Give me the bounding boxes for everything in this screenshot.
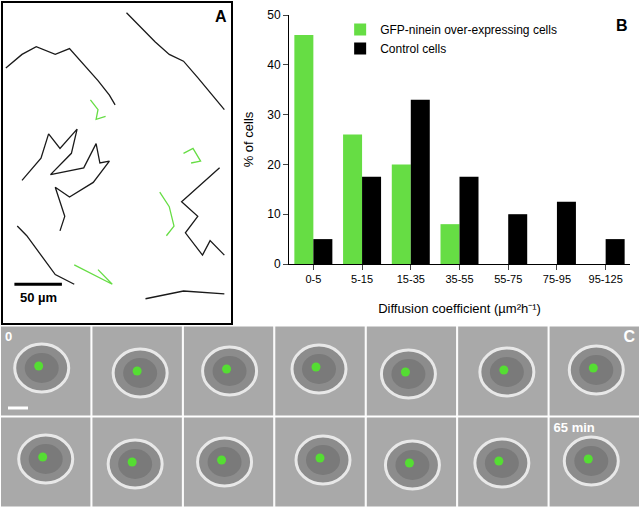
svg-text:0-5: 0-5: [305, 273, 321, 285]
svg-text:20: 20: [267, 158, 281, 172]
svg-text:0: 0: [5, 329, 12, 344]
svg-text:50: 50: [267, 8, 281, 22]
svg-text:C: C: [623, 328, 635, 345]
svg-text:65 min: 65 min: [554, 420, 595, 435]
svg-text:5-15: 5-15: [351, 273, 373, 285]
svg-text:A: A: [215, 8, 227, 25]
svg-text:0: 0: [274, 257, 281, 271]
svg-text:30: 30: [267, 108, 281, 122]
svg-text:10: 10: [267, 207, 281, 221]
svg-text:B: B: [616, 17, 628, 34]
svg-text:95-125: 95-125: [589, 273, 623, 285]
svg-text:Control cells: Control cells: [380, 42, 446, 56]
svg-text:% of cells: % of cells: [241, 111, 256, 167]
svg-text:40: 40: [267, 58, 281, 72]
svg-text:Diffusion coefficient (µm²h⁻¹): Diffusion coefficient (µm²h⁻¹): [378, 301, 541, 316]
svg-text:GFP-ninein over-expressing cel: GFP-ninein over-expressing cells: [380, 23, 557, 37]
svg-text:15-35: 15-35: [397, 273, 425, 285]
svg-text:55-75: 55-75: [494, 273, 522, 285]
svg-text:75-95: 75-95: [543, 273, 571, 285]
svg-text:50 µm: 50 µm: [20, 290, 57, 305]
svg-text:35-55: 35-55: [445, 273, 473, 285]
